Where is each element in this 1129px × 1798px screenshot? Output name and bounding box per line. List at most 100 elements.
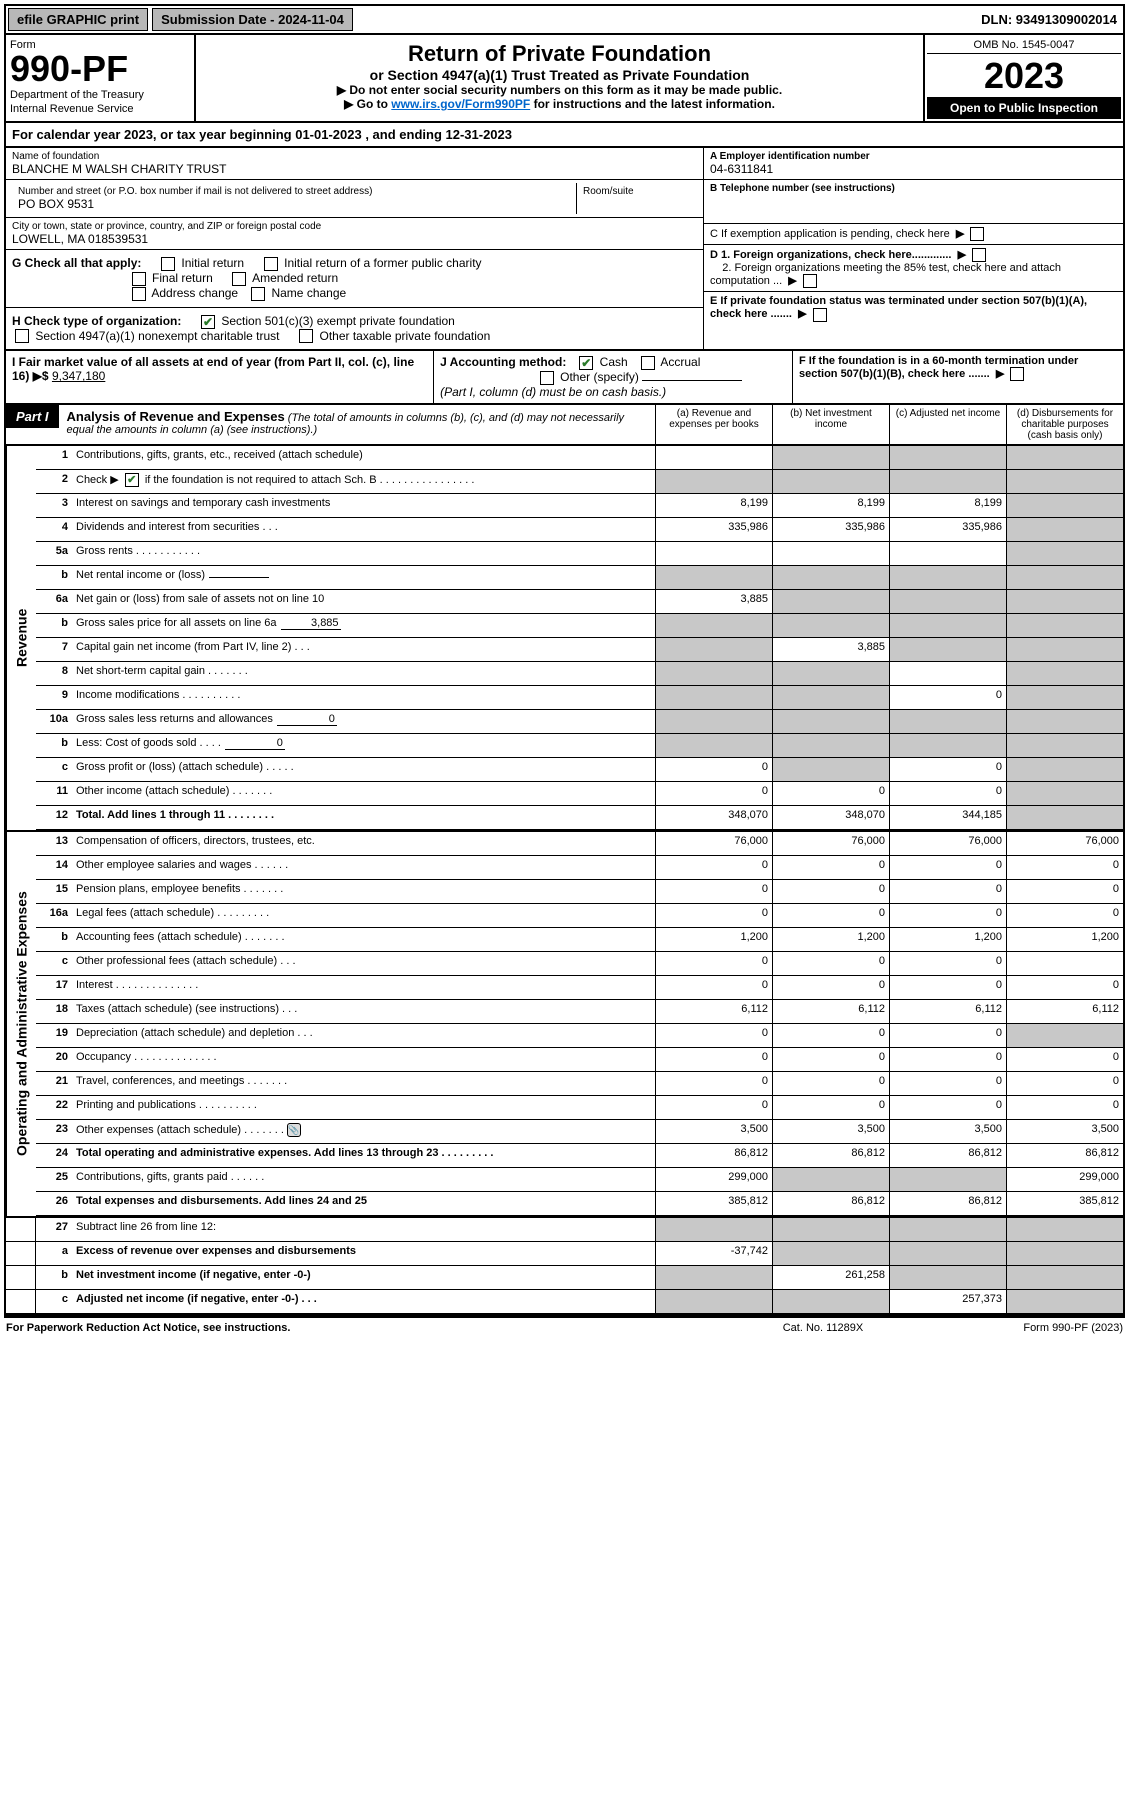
row-r4: 4 Dividends and interest from securities… <box>36 518 1123 542</box>
cell-c-r24: 86,812 <box>889 1144 1006 1167</box>
cell-b-r26: 86,812 <box>772 1192 889 1215</box>
lbl-initial: Initial return <box>181 256 244 270</box>
line-desc-r11: Other income (attach schedule) . . . . .… <box>72 782 655 805</box>
row-r26: 26 Total expenses and disbursements. Add… <box>36 1192 1123 1216</box>
chk-4947[interactable] <box>15 329 29 343</box>
calendar-year-row: For calendar year 2023, or tax year begi… <box>4 123 1125 148</box>
j-label: J Accounting method: <box>440 355 566 369</box>
cell-a-r3: 8,199 <box>655 494 772 517</box>
chk-addr-change[interactable] <box>132 287 146 301</box>
cell-c-r19: 0 <box>889 1024 1006 1047</box>
cell-a-r10c: 0 <box>655 758 772 781</box>
cell-b-r22: 0 <box>772 1096 889 1119</box>
irs-link[interactable]: www.irs.gov/Form990PF <box>391 97 530 111</box>
chk-other-taxable[interactable] <box>299 329 313 343</box>
cell-d-r19 <box>1006 1024 1123 1047</box>
line-desc-r27c: Adjusted net income (if negative, enter … <box>72 1290 655 1313</box>
attachment-icon[interactable]: 📎 <box>287 1123 301 1137</box>
chk-initial-former[interactable] <box>264 257 278 271</box>
col-a-header: (a) Revenue and expenses per books <box>655 405 772 444</box>
cell-c-r2 <box>889 470 1006 493</box>
line-desc-r8: Net short-term capital gain . . . . . . … <box>72 662 655 685</box>
line-num-r4: 4 <box>36 518 72 541</box>
line-num-r14: 14 <box>36 856 72 879</box>
cell-b-r27c <box>772 1290 889 1313</box>
cell-a-r8 <box>655 662 772 685</box>
chk-accrual[interactable] <box>641 356 655 370</box>
city-cell: City or town, state or province, country… <box>6 218 703 250</box>
line-desc-r16b: Accounting fees (attach schedule) . . . … <box>72 928 655 951</box>
cell-a-r9 <box>655 686 772 709</box>
lbl-name-chg: Name change <box>271 286 346 300</box>
line-desc-r26: Total expenses and disbursements. Add li… <box>72 1192 655 1215</box>
line-num-r27: 27 <box>36 1218 72 1241</box>
city-state-zip: LOWELL, MA 018539531 <box>12 232 697 246</box>
row-r7: 7 Capital gain net income (from Part IV,… <box>36 638 1123 662</box>
page-footer: For Paperwork Reduction Act Notice, see … <box>4 1316 1125 1338</box>
chk-f[interactable] <box>1010 367 1024 381</box>
form-title-block: Return of Private Foundation or Section … <box>196 35 923 121</box>
cell-b-r5b <box>772 566 889 589</box>
cell-b-r11: 0 <box>772 782 889 805</box>
chk-d1[interactable] <box>972 248 986 262</box>
chk-initial-return[interactable] <box>161 257 175 271</box>
cell-d-r8 <box>1006 662 1123 685</box>
lbl-4947: Section 4947(a)(1) nonexempt charitable … <box>35 329 279 343</box>
cell-b-r1 <box>772 446 889 469</box>
chk-other-method[interactable] <box>540 371 554 385</box>
line-num-r24: 24 <box>36 1144 72 1167</box>
chk-d2[interactable] <box>803 274 817 288</box>
efile-print-button[interactable]: efile GRAPHIC print <box>8 8 148 31</box>
lbl-amended: Amended return <box>252 271 338 285</box>
cell-d-r10b <box>1006 734 1123 757</box>
cell-b-r20: 0 <box>772 1048 889 1071</box>
chk-amended[interactable] <box>232 272 246 286</box>
chk-c-pending[interactable] <box>970 227 984 241</box>
line-num-r10c: c <box>36 758 72 781</box>
row-r9: 9 Income modifications . . . . . . . . .… <box>36 686 1123 710</box>
cell-c-r15: 0 <box>889 880 1006 903</box>
cell-d-r6a <box>1006 590 1123 613</box>
chk-name-change[interactable] <box>251 287 265 301</box>
row-r23: 23 Other expenses (attach schedule) . . … <box>36 1120 1123 1144</box>
row-r22: 22 Printing and publications . . . . . .… <box>36 1096 1123 1120</box>
cell-a-r17: 0 <box>655 976 772 999</box>
row-r15: 15 Pension plans, employee benefits . . … <box>36 880 1123 904</box>
line-desc-r12: Total. Add lines 1 through 11 . . . . . … <box>72 806 655 829</box>
tax-year: 2023 <box>927 54 1121 97</box>
cell-a-r27 <box>655 1218 772 1241</box>
cell-c-r9: 0 <box>889 686 1006 709</box>
chk-e[interactable] <box>813 308 827 322</box>
part1-label: Part I <box>6 405 59 428</box>
cell-a-r4: 335,986 <box>655 518 772 541</box>
cell-b-r27 <box>772 1218 889 1241</box>
line-desc-r10b: Less: Cost of goods sold . . . .0 <box>72 734 655 757</box>
cell-d-r4 <box>1006 518 1123 541</box>
cell-b-r8 <box>772 662 889 685</box>
cell-a-r6b <box>655 614 772 637</box>
ein-label: A Employer identification number <box>710 151 1117 162</box>
line-num-r6a: 6a <box>36 590 72 613</box>
line-num-r1: 1 <box>36 446 72 469</box>
form-note-ssn: ▶ Do not enter social security numbers o… <box>206 83 913 97</box>
address-row: Number and street (or P.O. box number if… <box>6 180 703 218</box>
row-r10b: b Less: Cost of goods sold . . . .0 <box>36 734 1123 758</box>
line-num-r19: 19 <box>36 1024 72 1047</box>
cell-c-r22: 0 <box>889 1096 1006 1119</box>
chk-final-return[interactable] <box>132 272 146 286</box>
cell-b-r6b <box>772 614 889 637</box>
chk-cash[interactable] <box>579 356 593 370</box>
room-label: Room/suite <box>583 186 691 197</box>
foundation-name-cell: Name of foundation BLANCHE M WALSH CHARI… <box>6 148 703 180</box>
i-value: 9,347,180 <box>52 369 105 383</box>
row-r17: 17 Interest . . . . . . . . . . . . . . … <box>36 976 1123 1000</box>
inline-r6b: 3,885 <box>281 617 341 630</box>
expenses-side-label: Operating and Administrative Expenses <box>6 832 36 1216</box>
arrow-f: ▶ <box>996 368 1004 380</box>
lbl-accrual: Accrual <box>660 355 700 369</box>
form-header: Form 990-PF Department of the Treasury I… <box>4 35 1125 123</box>
chk-sch-b[interactable] <box>125 473 139 487</box>
chk-501c3[interactable] <box>201 315 215 329</box>
line-num-r27c: c <box>36 1290 72 1313</box>
cell-a-r2 <box>655 470 772 493</box>
